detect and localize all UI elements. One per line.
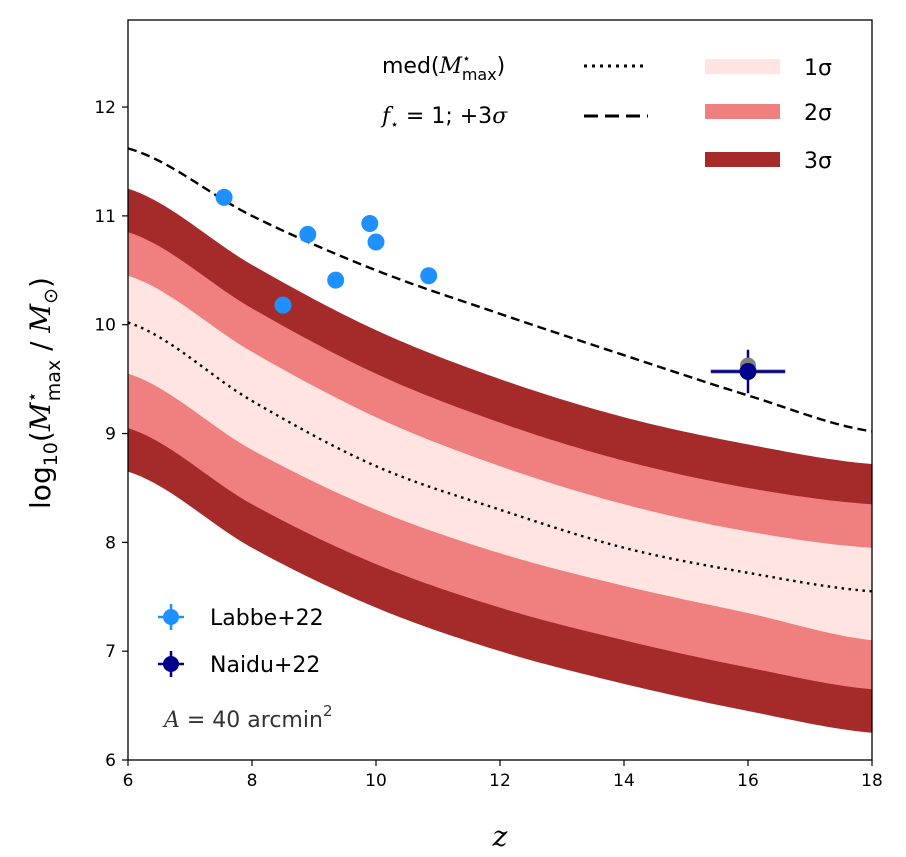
legend-1sigma-swatch xyxy=(705,59,780,74)
legend-lines: med(M⋆ max) f⋆ = 1; +3σ xyxy=(380,51,648,133)
legend-3sigma-swatch xyxy=(705,152,780,167)
area-annotation: A = 40 arcmin2 xyxy=(162,702,332,733)
labbe-point-3 xyxy=(327,272,344,289)
legend-2sigma-swatch xyxy=(705,104,780,119)
labbe-point-5 xyxy=(368,234,385,251)
legend-points: Labbe+22 Naidu+22 xyxy=(158,604,324,678)
x-axis-title: z xyxy=(492,820,508,853)
legend-labbe-marker xyxy=(163,609,179,625)
legend-1sigma-label: 1σ xyxy=(804,56,832,81)
naidu-point-0 xyxy=(740,363,757,380)
y-axis-ticks: 6 7 8 9 10 11 12 xyxy=(94,98,128,771)
x-tick-label-6: 6 xyxy=(123,771,134,791)
legend-3sigma-label: 3σ xyxy=(804,149,832,174)
y-axis-title: log10(M⋆max / M⊙) xyxy=(22,277,65,509)
x-tick-label-8: 8 xyxy=(247,771,258,791)
y-tick-label-8: 8 xyxy=(105,533,116,553)
y-tick-label-12: 12 xyxy=(94,98,116,118)
legend-2sigma-label: 2σ xyxy=(804,101,832,126)
legend-labbe-label: Labbe+22 xyxy=(210,606,324,631)
sigma-bands xyxy=(128,189,872,733)
legend-f-label: f⋆ = 1; +3σ xyxy=(380,104,508,133)
labbe-point-4 xyxy=(361,215,378,232)
legend-bands: 1σ 2σ 3σ xyxy=(705,56,832,174)
legend-med-label: med(M⋆ max) xyxy=(382,51,505,84)
x-tick-label-18: 18 xyxy=(861,771,883,791)
labbe-point-6 xyxy=(420,267,437,284)
x-tick-label-16: 16 xyxy=(737,771,759,791)
plot-area xyxy=(128,20,872,760)
y-tick-label-10: 10 xyxy=(94,316,116,336)
labbe-point-0 xyxy=(216,189,233,206)
y-tick-label-11: 11 xyxy=(94,207,116,227)
y-tick-label-9: 9 xyxy=(105,425,116,445)
legend-naidu-marker xyxy=(163,656,179,672)
y-tick-label-7: 7 xyxy=(105,642,116,662)
labbe-point-1 xyxy=(275,297,292,314)
legend-naidu-label: Naidu+22 xyxy=(210,653,320,678)
labbe-point-2 xyxy=(299,226,316,243)
x-axis-ticks: 6 8 10 12 14 16 18 xyxy=(123,760,883,791)
x-tick-label-10: 10 xyxy=(365,771,387,791)
x-tick-label-12: 12 xyxy=(489,771,511,791)
y-tick-label-6: 6 xyxy=(105,751,116,771)
x-tick-label-14: 14 xyxy=(613,771,635,791)
